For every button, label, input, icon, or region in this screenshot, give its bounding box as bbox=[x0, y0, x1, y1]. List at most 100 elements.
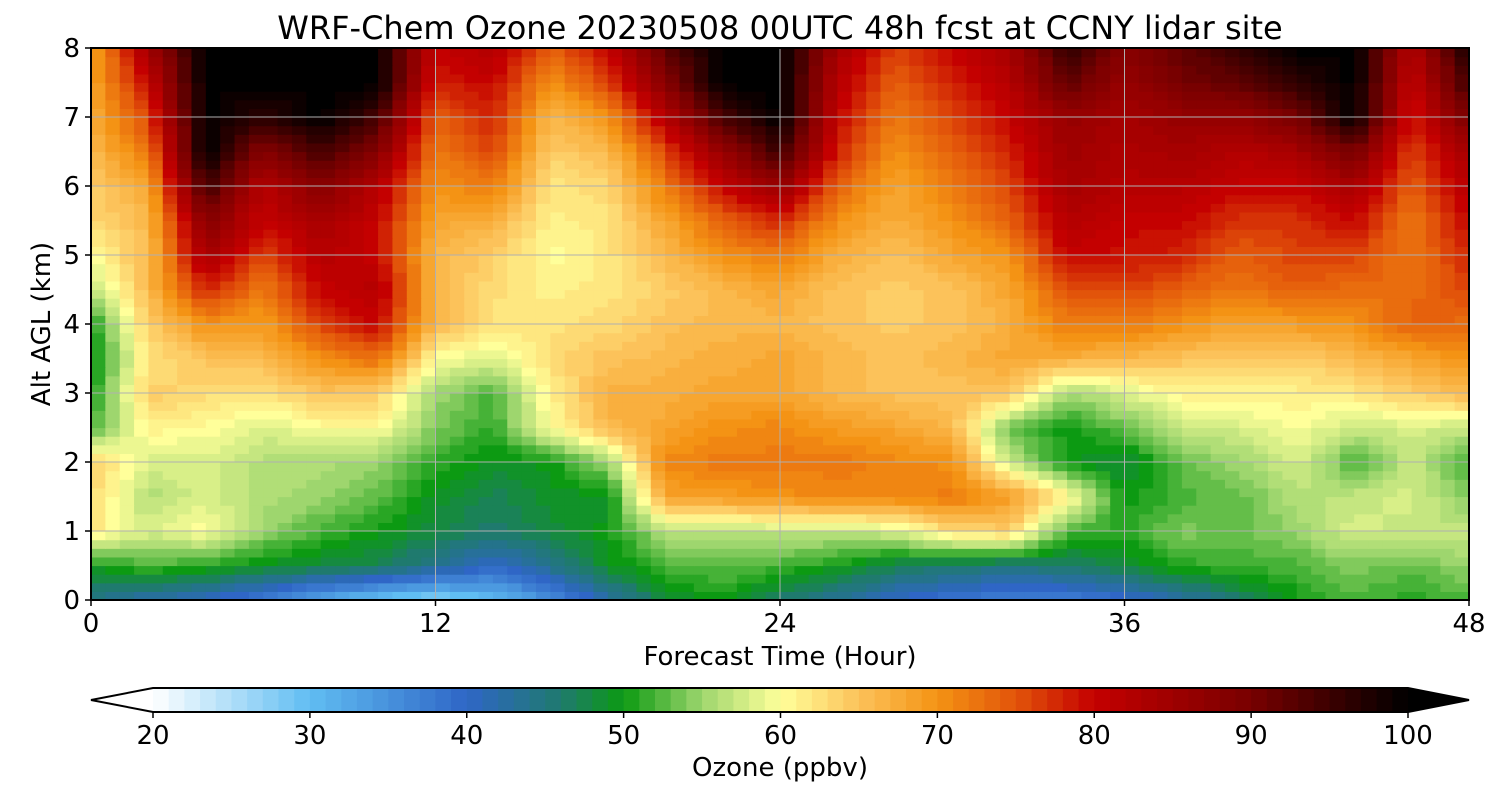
contour-cell bbox=[191, 246, 207, 256]
contour-cell bbox=[105, 410, 121, 420]
contour-cell bbox=[866, 384, 882, 394]
contour-cell bbox=[507, 358, 523, 368]
contour-cell bbox=[1210, 470, 1226, 480]
contour-cell bbox=[1454, 522, 1469, 532]
contour-cell bbox=[1268, 548, 1283, 558]
contour-cell bbox=[148, 194, 164, 204]
contour-cell bbox=[478, 306, 494, 316]
contour-cell bbox=[894, 574, 910, 584]
contour-cell bbox=[148, 427, 164, 437]
contour-cell bbox=[1224, 427, 1240, 437]
contour-cell bbox=[492, 280, 508, 291]
contour-cell bbox=[105, 513, 121, 523]
contour-cell bbox=[291, 306, 307, 316]
contour-cell bbox=[1224, 375, 1240, 385]
contour-cell bbox=[435, 237, 451, 247]
contour-cell bbox=[894, 324, 910, 334]
contour-cell bbox=[765, 237, 781, 247]
contour-cell bbox=[1124, 306, 1140, 316]
contour-cell bbox=[1224, 574, 1240, 584]
contour-cell bbox=[923, 401, 939, 411]
contour-cell bbox=[837, 410, 853, 420]
contour-cell bbox=[1181, 591, 1197, 600]
contour-cell bbox=[550, 203, 566, 213]
contour-cell bbox=[564, 418, 580, 429]
contour-cell bbox=[148, 522, 164, 532]
contour-cell bbox=[851, 177, 867, 187]
contour-cell bbox=[1153, 462, 1169, 472]
contour-cell bbox=[1081, 479, 1097, 489]
contour-cell bbox=[248, 462, 264, 472]
contour-cell bbox=[765, 462, 781, 472]
contour-cell bbox=[823, 393, 839, 403]
contour-cell bbox=[392, 505, 408, 515]
contour-cell bbox=[320, 272, 336, 282]
contour-cell bbox=[1153, 384, 1169, 394]
contour-cell bbox=[708, 194, 724, 204]
contour-cell bbox=[1038, 548, 1054, 558]
contour-cell bbox=[722, 436, 738, 446]
contour-cell bbox=[392, 237, 408, 247]
contour-cell bbox=[693, 410, 709, 420]
contour-cell bbox=[1368, 306, 1384, 316]
contour-cell bbox=[1411, 556, 1427, 567]
contour-cell bbox=[1411, 375, 1427, 385]
contour-cell bbox=[1440, 263, 1456, 273]
contour-cell bbox=[1009, 513, 1025, 523]
contour-cell bbox=[291, 496, 307, 506]
contour-cell bbox=[119, 289, 135, 299]
contour-cell bbox=[679, 462, 695, 472]
contour-cell bbox=[464, 203, 480, 213]
contour-cell bbox=[406, 401, 422, 411]
contour-cell bbox=[909, 453, 925, 463]
contour-cell bbox=[464, 393, 480, 403]
contour-cell bbox=[392, 513, 408, 523]
contour-cell bbox=[277, 470, 293, 480]
contour-cell bbox=[937, 410, 953, 420]
contour-cell bbox=[449, 324, 465, 334]
contour-cell bbox=[923, 565, 939, 575]
contour-cell bbox=[995, 531, 1011, 541]
contour-cell bbox=[1153, 168, 1169, 178]
contour-cell bbox=[780, 436, 795, 446]
contour-cell bbox=[1239, 384, 1255, 394]
contour-cell bbox=[1397, 255, 1413, 265]
contour-cell bbox=[866, 427, 882, 437]
contour-cell bbox=[1124, 151, 1140, 161]
contour-cell bbox=[105, 479, 121, 489]
contour-cell bbox=[1210, 444, 1226, 454]
contour-cell bbox=[794, 427, 810, 437]
contour-cell bbox=[1440, 186, 1456, 196]
contour-cell bbox=[1095, 177, 1111, 187]
contour-cell bbox=[263, 393, 279, 403]
contour-cell bbox=[880, 505, 896, 515]
contour-cell bbox=[1282, 539, 1298, 549]
contour-cell bbox=[1296, 332, 1312, 342]
contour-cell bbox=[780, 470, 795, 480]
contour-cell bbox=[263, 401, 279, 411]
contour-cell bbox=[679, 427, 695, 437]
contour-cell bbox=[679, 565, 695, 575]
contour-cell bbox=[693, 375, 709, 385]
contour-cell bbox=[837, 556, 853, 567]
contour-cell bbox=[1325, 177, 1341, 187]
contour-cell bbox=[909, 582, 925, 592]
contour-cell bbox=[148, 384, 164, 394]
contour-cell bbox=[1052, 358, 1068, 368]
contour-cell bbox=[263, 186, 279, 196]
contour-cell bbox=[492, 358, 508, 368]
contour-cell bbox=[1067, 289, 1083, 299]
contour-cell bbox=[1038, 574, 1054, 584]
contour-cell bbox=[966, 177, 982, 187]
contour-cell bbox=[894, 487, 910, 498]
contour-cell bbox=[1210, 548, 1226, 558]
contour-cell bbox=[1181, 539, 1197, 549]
contour-cell bbox=[335, 539, 350, 549]
contour-cell bbox=[765, 574, 781, 584]
contour-cell bbox=[1181, 487, 1197, 498]
contour-cell bbox=[248, 522, 264, 532]
contour-cell bbox=[794, 436, 810, 446]
contour-cell bbox=[751, 255, 767, 265]
contour-cell bbox=[277, 263, 293, 273]
contour-cell bbox=[363, 151, 379, 161]
